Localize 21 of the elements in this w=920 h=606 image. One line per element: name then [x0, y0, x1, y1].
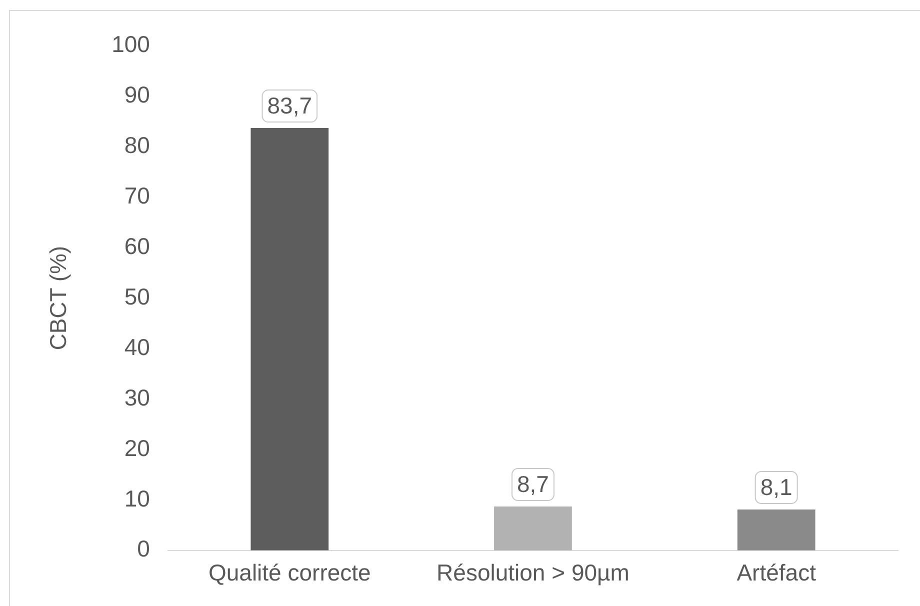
x-tick-label: Artéfact — [736, 560, 817, 586]
y-tick-label: 20 — [124, 434, 150, 461]
y-tick-label: 100 — [112, 31, 150, 58]
bar — [737, 510, 816, 550]
data-label: 8,1 — [760, 474, 792, 500]
y-tick-label: 60 — [124, 232, 150, 259]
data-label: 8,7 — [516, 470, 549, 497]
y-tick-label: 70 — [124, 182, 150, 209]
x-tick-label: Résolution > 90µm — [436, 560, 630, 586]
bar — [494, 506, 572, 550]
y-axis-title: CBCT (%) — [45, 246, 72, 350]
bar — [250, 128, 329, 550]
y-tick-label: 40 — [124, 334, 150, 360]
y-tick-label: 30 — [124, 384, 150, 410]
y-tick-label: 50 — [124, 283, 150, 310]
y-tick-label: 90 — [124, 82, 150, 108]
y-tick-label: 80 — [124, 132, 150, 158]
data-label: 83,7 — [267, 92, 312, 118]
y-tick-label: 0 — [137, 536, 150, 562]
y-tick-label: 10 — [124, 485, 150, 512]
x-tick-label: Qualité correcte — [208, 560, 371, 586]
